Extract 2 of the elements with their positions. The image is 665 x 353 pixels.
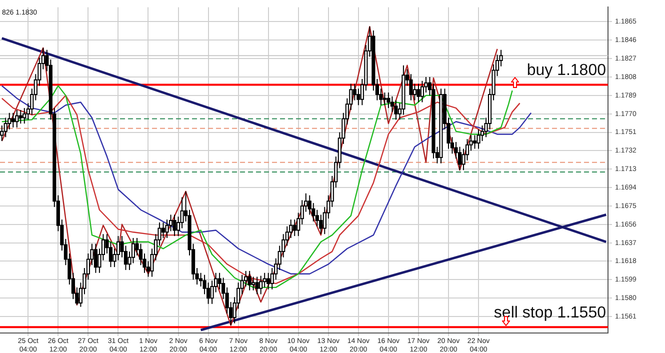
ref-line-label: buy 1.1800 bbox=[526, 62, 606, 80]
ref-line-label: sell stop 1.1550 bbox=[494, 304, 606, 322]
